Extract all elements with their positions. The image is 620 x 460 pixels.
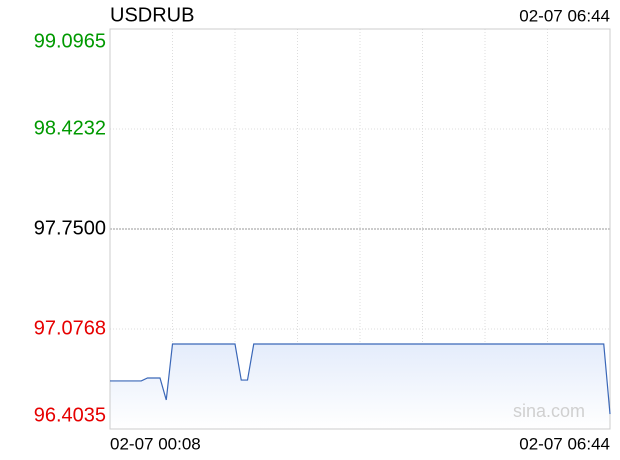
y-tick-label: 97.7500	[34, 217, 106, 239]
chart-title: USDRUB	[110, 4, 194, 26]
y-tick-label: 97.0768	[34, 317, 106, 339]
y-tick-label: 98.4232	[34, 117, 106, 139]
plot-frame	[109, 28, 611, 430]
timestamp: 02-07 06:44	[519, 6, 610, 25]
x-tick-label: 02-07 00:08	[110, 434, 201, 453]
y-tick-label: 96.4035	[34, 404, 106, 426]
line	[110, 343, 611, 415]
x-tick-label: 02-07 06:44	[519, 434, 610, 453]
watermark: sina.com	[513, 401, 585, 421]
y-tick-label: 99.0965	[34, 30, 106, 52]
area	[110, 343, 610, 429]
